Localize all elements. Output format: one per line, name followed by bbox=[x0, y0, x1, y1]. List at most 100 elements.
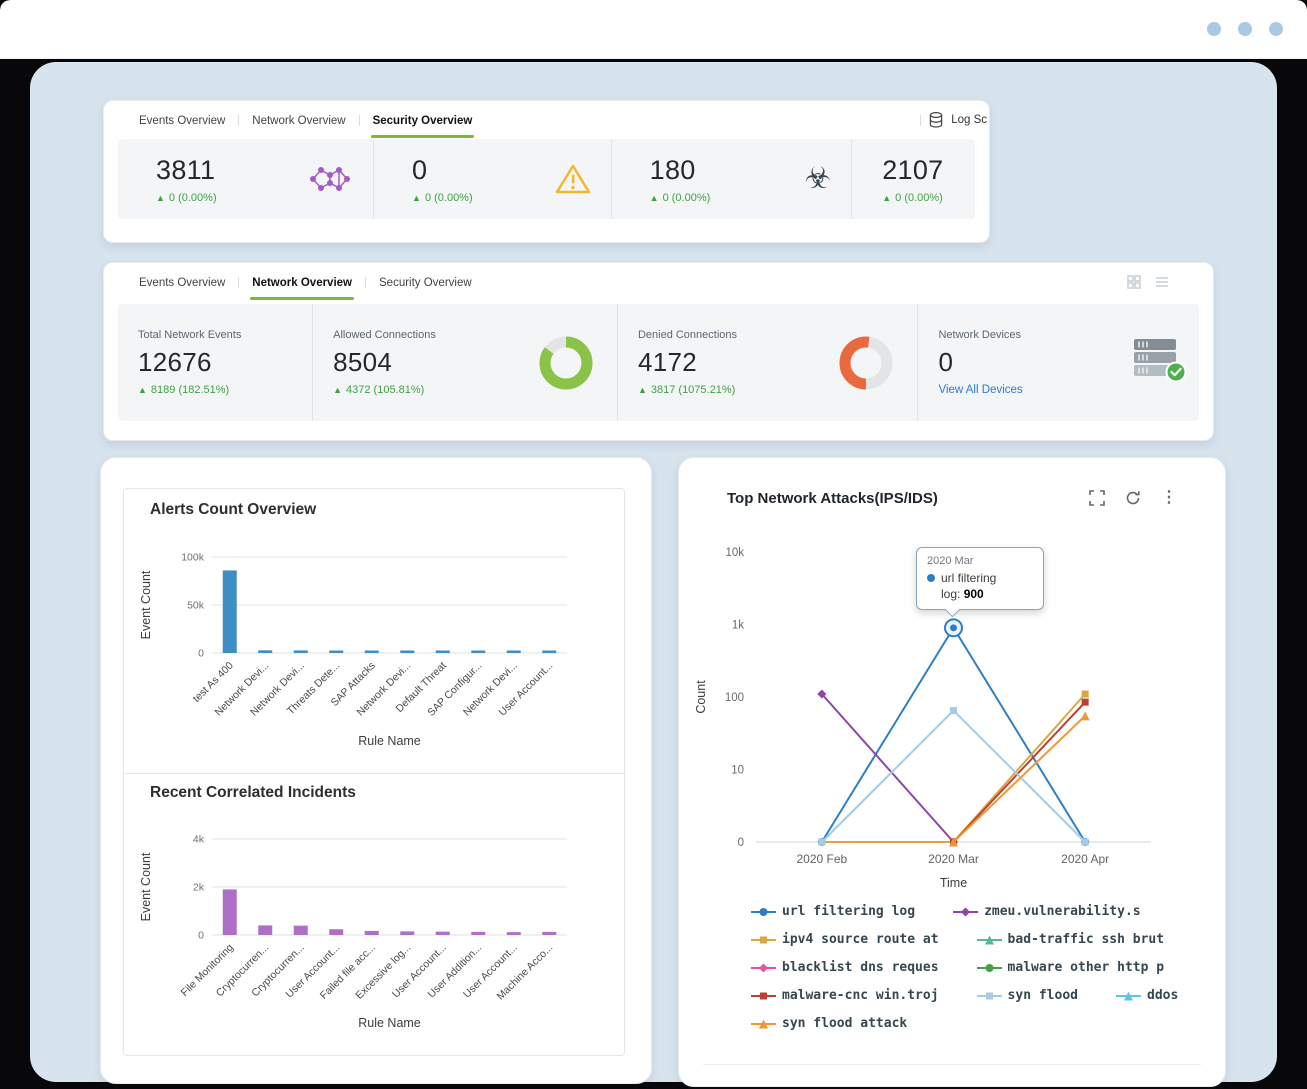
stat-label: Allowed Connections bbox=[333, 329, 436, 341]
tab-separator bbox=[238, 114, 240, 126]
legend-marker bbox=[953, 907, 979, 916]
stat-events: 3811 ▲ 0 (0.00%) bbox=[118, 139, 373, 219]
alerts-panel: Alerts Count Overview 0 50k 100k test As 40… bbox=[123, 488, 625, 1056]
correlated-incidents-title: Recent Correlated Incidents bbox=[150, 784, 356, 801]
bar bbox=[329, 650, 344, 653]
bar bbox=[258, 925, 273, 935]
bar bbox=[293, 925, 308, 935]
tab-events-overview[interactable]: Events Overview bbox=[139, 277, 226, 289]
legend-item[interactable]: malware-cnc win.troj bbox=[751, 988, 939, 1003]
legend-marker bbox=[976, 992, 1002, 999]
network-stats-strip: Total Network Events 12676 ▲ 8189 (182.51… bbox=[118, 304, 1199, 421]
legend-item[interactable]: ddos bbox=[1116, 988, 1178, 1003]
legend-label: zmeu.vulnerability.s bbox=[984, 904, 1141, 919]
tab-network-overview[interactable]: Network Overview bbox=[239, 264, 365, 300]
tab-network-overview[interactable]: Network Overview bbox=[252, 115, 346, 127]
legend-marker bbox=[751, 992, 776, 999]
legend-item[interactable]: url filtering log bbox=[751, 904, 915, 919]
tab-security-overview[interactable]: Security Overview bbox=[360, 102, 486, 138]
window-control-dot[interactable] bbox=[1207, 22, 1221, 36]
stat-allowed-connections: Allowed Connections 8504 ▲ 4372 (105.81%) bbox=[312, 304, 617, 421]
legend-marker bbox=[751, 936, 776, 943]
legend-label: blacklist dns reques bbox=[782, 960, 939, 975]
legend-item[interactable]: malware other http p bbox=[976, 960, 1165, 975]
grid-icon[interactable] bbox=[1127, 275, 1141, 289]
svg-text:0: 0 bbox=[198, 648, 204, 660]
stat-threats: 180 ▲ 0 (0.00%) ☣ bbox=[610, 139, 852, 219]
stat-delta: ▲ 4372 (105.81%) bbox=[333, 384, 425, 396]
network-threat-icon bbox=[307, 162, 353, 196]
bar bbox=[506, 932, 521, 935]
up-arrow-icon: ▲ bbox=[649, 192, 659, 203]
stat-delta: ▲ 0 (0.00%) bbox=[412, 191, 473, 204]
stat-value: 2107 bbox=[882, 154, 944, 185]
warning-triangle-icon bbox=[555, 163, 591, 195]
stat-total-network-events: Total Network Events 12676 ▲ 8189 (182.51… bbox=[118, 304, 312, 421]
legend-item[interactable]: blacklist dns reques bbox=[751, 960, 939, 975]
expand-icon[interactable] bbox=[1089, 490, 1105, 506]
up-arrow-icon: ▲ bbox=[138, 385, 147, 395]
legend-item[interactable]: syn flood bbox=[976, 988, 1078, 1003]
bar bbox=[542, 650, 557, 653]
bar bbox=[222, 889, 237, 935]
svg-text:Rule Name: Rule Name bbox=[358, 734, 421, 748]
tab-security-overview[interactable]: Security Overview bbox=[379, 277, 472, 289]
refresh-icon[interactable] bbox=[1125, 490, 1141, 506]
card-footer-divider bbox=[703, 1064, 1201, 1065]
legend-item[interactable]: bad-traffic ssh brut bbox=[976, 932, 1165, 947]
window-titlebar bbox=[0, 0, 1307, 59]
stat-value: 0 bbox=[412, 154, 428, 185]
tab-events-overview[interactable]: Events Overview bbox=[139, 115, 226, 127]
stat-denied-connections: Denied Connections 4172 ▲ 3817 (1075.21%) bbox=[616, 304, 918, 421]
stat-label: Total Network Events bbox=[138, 329, 242, 341]
legend-item[interactable]: zmeu.vulnerability.s bbox=[953, 904, 1141, 919]
alerts-count-title: Alerts Count Overview bbox=[150, 501, 317, 518]
series-line bbox=[821, 693, 955, 843]
up-arrow-icon: ▲ bbox=[156, 192, 165, 203]
more-options-icon[interactable]: ⋮ bbox=[1161, 489, 1177, 506]
chart-legend: url filtering log zmeu.vulnerability.s ipv… bbox=[751, 904, 1206, 1031]
tab-separator bbox=[358, 114, 360, 126]
window-control-dot[interactable] bbox=[1269, 22, 1283, 36]
attacks-chart-title: Top Network Attacks(IPS/IDS) bbox=[727, 490, 938, 507]
legend-marker bbox=[751, 907, 776, 916]
menu-icon[interactable] bbox=[1155, 276, 1169, 288]
window-control-dot[interactable] bbox=[1238, 22, 1252, 36]
stat-value: 4172 bbox=[637, 347, 697, 377]
bar bbox=[471, 931, 486, 935]
log-sources-label[interactable]: Log Sc bbox=[951, 114, 987, 126]
tooltip-value: log: 900 bbox=[941, 587, 984, 601]
legend-item[interactable]: ipv4 source route at bbox=[751, 932, 939, 947]
bar bbox=[471, 650, 486, 653]
stat-incidents: 2107 ▲ 0 (0.00%) bbox=[851, 139, 975, 219]
network-overview-card: Events Overview Network Overview Securit… bbox=[103, 262, 1214, 441]
svg-text:10k: 10k bbox=[725, 547, 744, 559]
legend-label: url filtering log bbox=[782, 904, 916, 919]
bar bbox=[506, 650, 521, 653]
tabs-row: Events Overview Network Overview Securit… bbox=[104, 263, 1213, 301]
stat-value: 12676 bbox=[138, 347, 212, 377]
chart-tooltip: 2020 Mar url filtering log: 900 bbox=[916, 547, 1044, 610]
stat-delta: ▲ 0 (0.00%) bbox=[882, 191, 943, 204]
legend-item[interactable]: syn flood attack bbox=[751, 1016, 907, 1031]
bar bbox=[258, 650, 273, 653]
bar bbox=[293, 650, 308, 653]
series-dot-icon bbox=[927, 574, 935, 582]
bar bbox=[400, 650, 415, 653]
legend-label: malware-cnc win.troj bbox=[782, 988, 939, 1003]
tab-separator bbox=[365, 276, 366, 288]
legend-marker bbox=[751, 963, 776, 972]
up-arrow-icon: ▲ bbox=[637, 385, 647, 395]
bar bbox=[329, 929, 344, 935]
stat-label: Network Devices bbox=[938, 329, 1022, 341]
legend-label: malware other http p bbox=[1007, 960, 1165, 975]
stat-value: 180 bbox=[649, 154, 696, 185]
tabs-row: Events Overview Network Overview Securit… bbox=[104, 101, 989, 139]
denied-connections-donut bbox=[839, 336, 893, 389]
view-all-devices-link[interactable]: View All Devices bbox=[938, 384, 1023, 396]
bar bbox=[435, 650, 450, 653]
bar bbox=[364, 650, 379, 653]
legend-label: ddos bbox=[1147, 988, 1179, 1003]
legend-label: bad-traffic ssh brut bbox=[1007, 932, 1165, 947]
tooltip-series: url filtering bbox=[927, 571, 1033, 585]
